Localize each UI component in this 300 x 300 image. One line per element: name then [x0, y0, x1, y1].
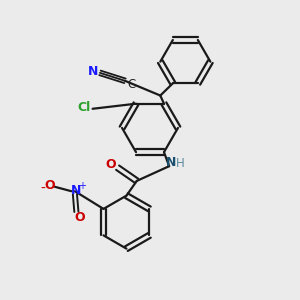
Text: Cl: Cl: [78, 101, 91, 114]
Text: O: O: [74, 211, 85, 224]
Text: O: O: [45, 179, 55, 192]
Text: C: C: [127, 78, 136, 91]
Text: +: +: [78, 181, 86, 191]
Text: N: N: [87, 65, 98, 78]
Text: H: H: [176, 157, 185, 170]
Text: -: -: [41, 182, 46, 196]
Text: N: N: [165, 156, 176, 169]
Text: O: O: [106, 158, 116, 171]
Text: N: N: [71, 184, 82, 197]
